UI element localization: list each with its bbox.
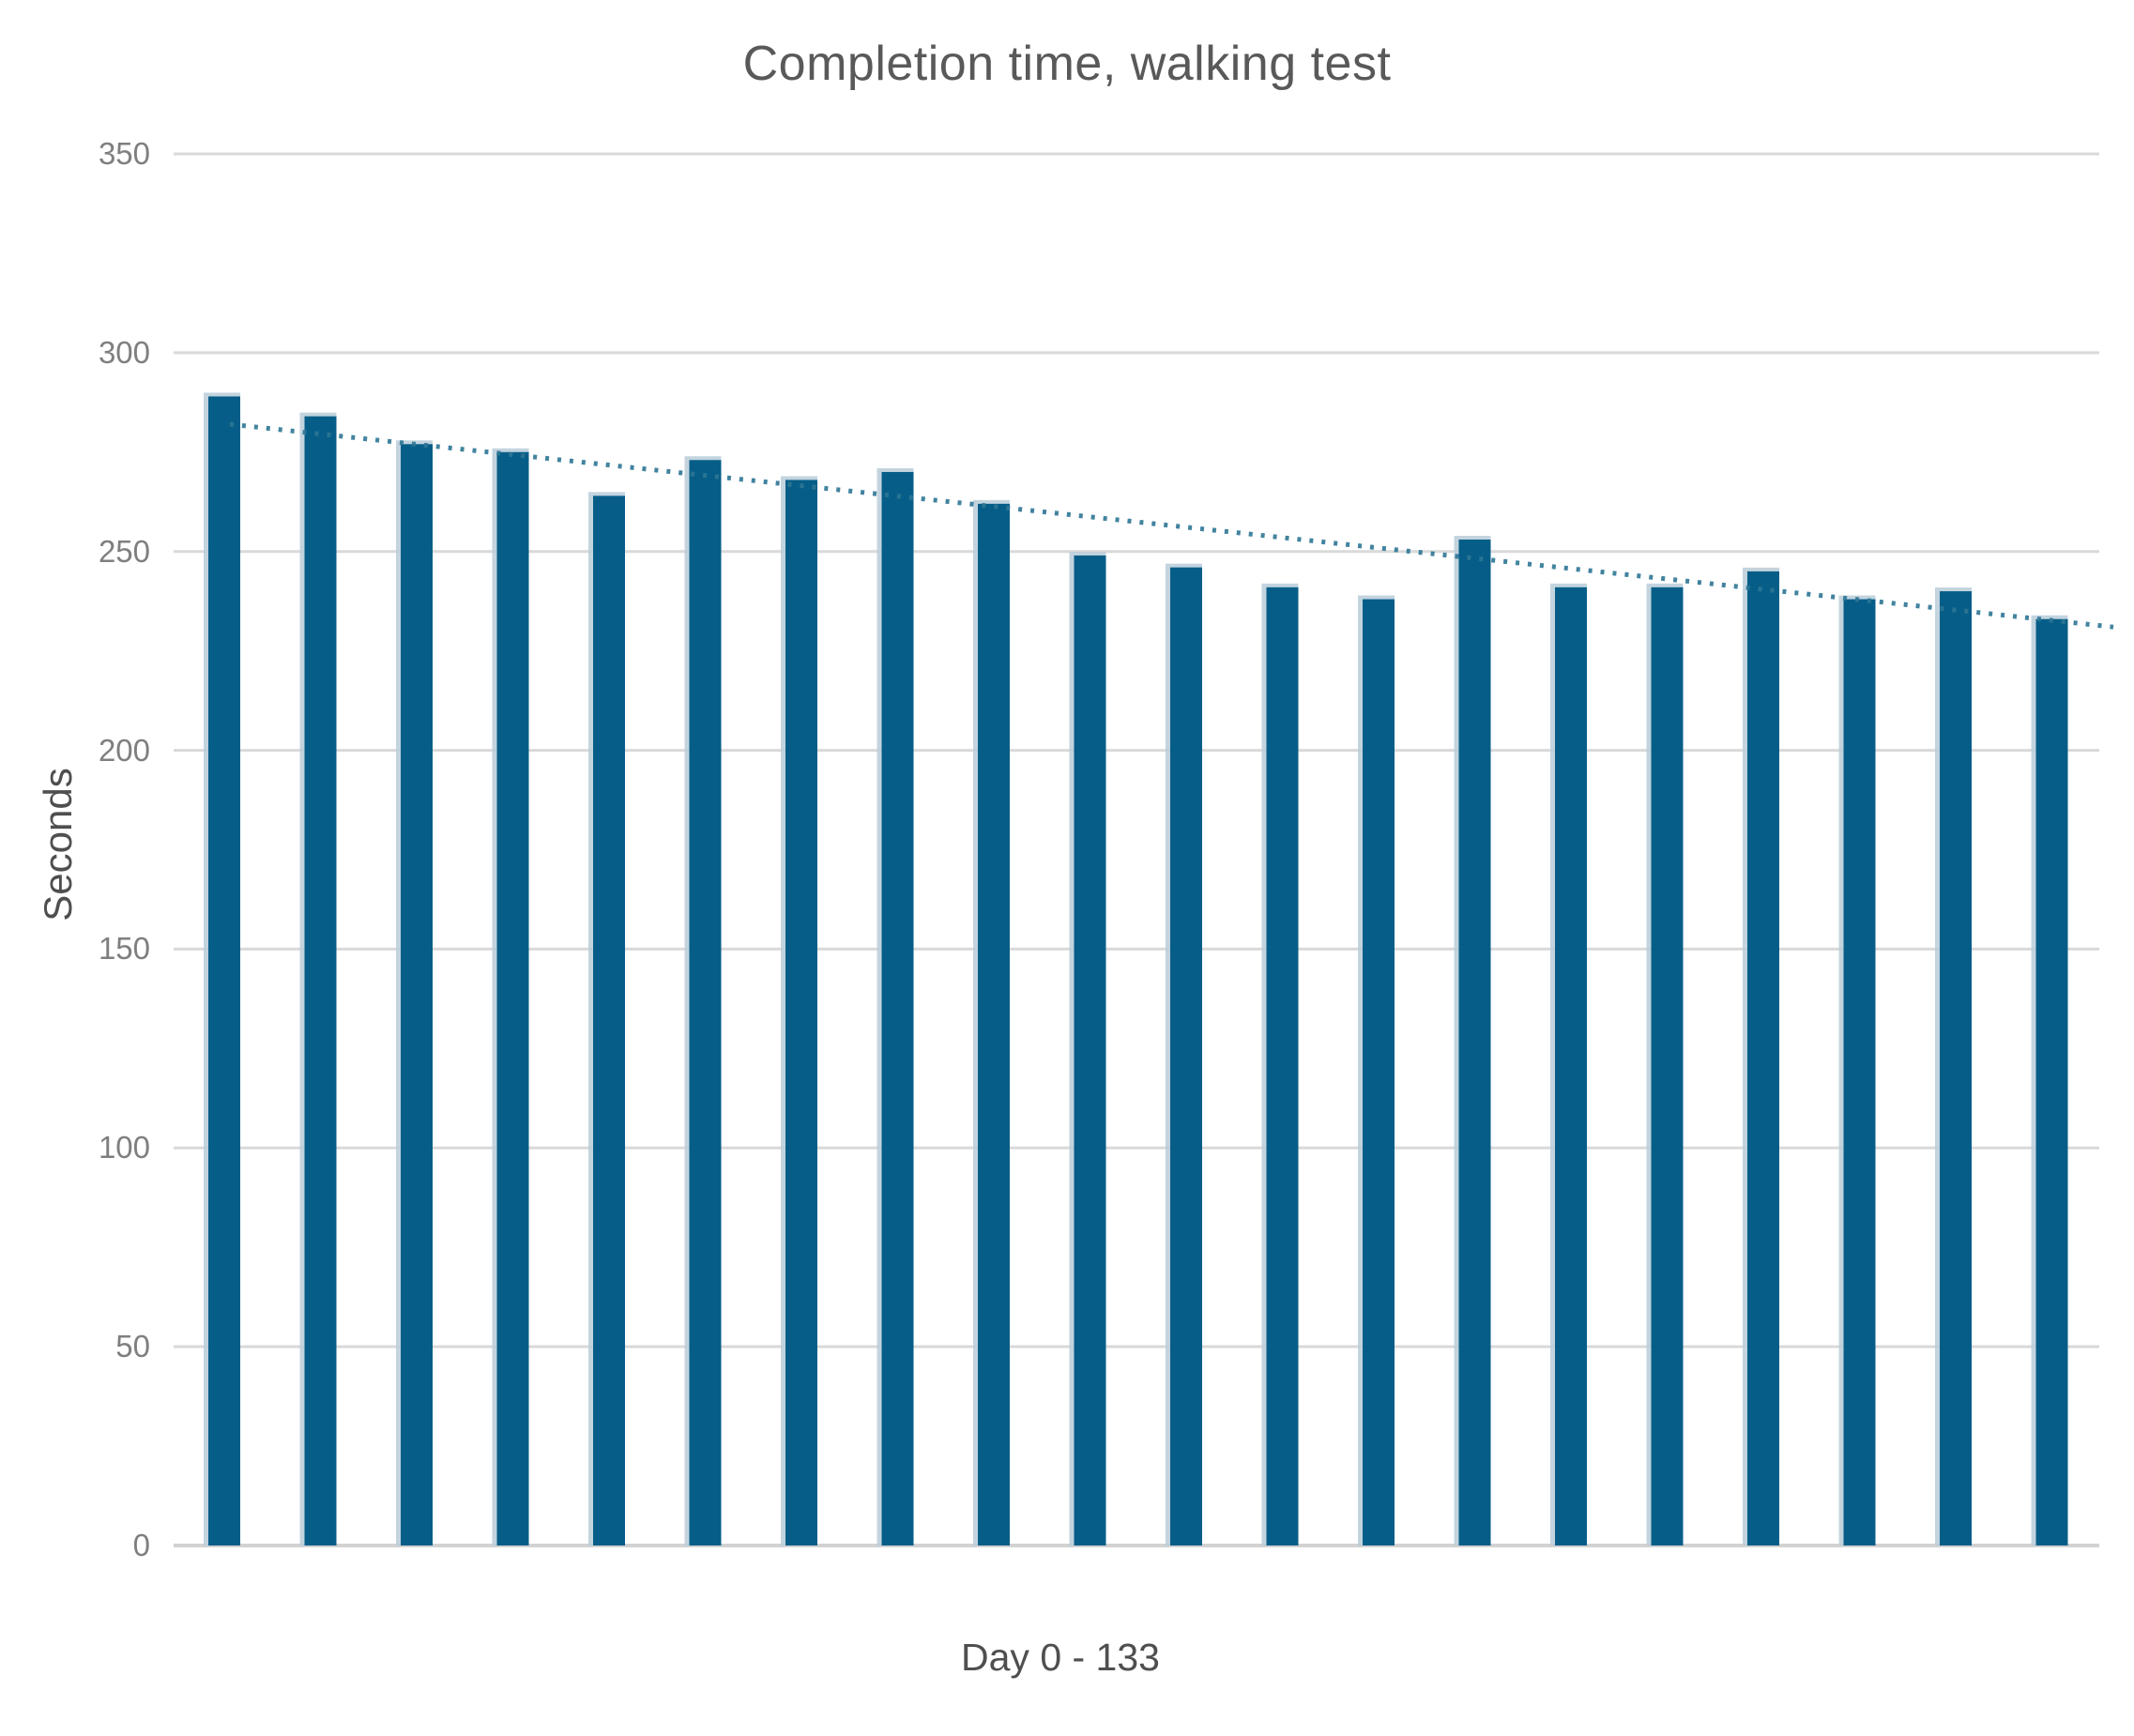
y-tick-label: 0	[132, 1528, 150, 1562]
y-axis-title: Seconds	[36, 768, 80, 921]
y-tick-label: 50	[115, 1329, 150, 1364]
bar	[593, 495, 625, 1546]
bar	[1843, 599, 1876, 1546]
x-axis-title: Day 0 - 133	[961, 1636, 1160, 1679]
gridlines	[174, 152, 2099, 1547]
bar	[1458, 540, 1491, 1546]
y-tick-label: 150	[98, 931, 150, 967]
bar	[1651, 586, 1684, 1546]
bar	[1170, 567, 1202, 1546]
bar	[881, 471, 914, 1546]
y-tick-label: 350	[98, 136, 150, 171]
bar	[689, 460, 722, 1546]
bar	[496, 451, 529, 1546]
y-tick-label: 300	[98, 334, 150, 370]
y-tick-label: 200	[98, 732, 150, 768]
bar	[1363, 599, 1395, 1546]
y-tick-label: 250	[98, 533, 150, 569]
bar	[1266, 586, 1299, 1546]
bar	[785, 480, 817, 1546]
bar	[1074, 555, 1106, 1546]
bar	[2035, 618, 2068, 1546]
bar-series	[204, 392, 2068, 1546]
bar	[401, 444, 433, 1546]
bar	[1940, 591, 1972, 1546]
y-tick-label: 100	[98, 1130, 150, 1165]
chart-title: Completion time, walking test	[742, 37, 1392, 91]
bar	[208, 396, 240, 1546]
bar	[1747, 571, 1779, 1546]
bar	[304, 416, 337, 1546]
bar	[1555, 586, 1587, 1546]
bar	[978, 503, 1010, 1546]
